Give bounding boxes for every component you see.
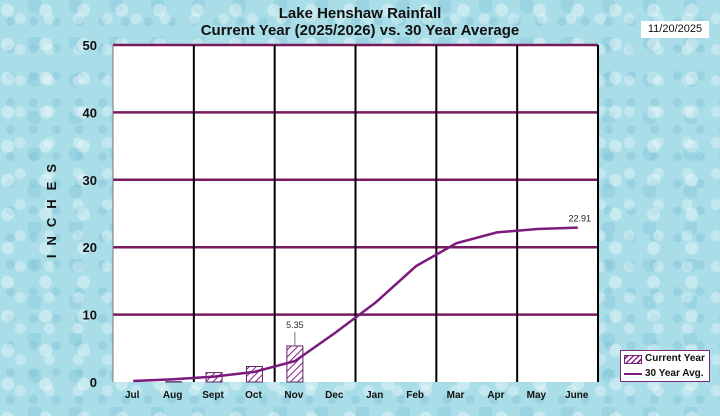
bar [245, 365, 263, 383]
x-tick-label: Oct [245, 390, 262, 401]
y-tick-label: 50 [83, 38, 97, 53]
legend-label: Current Year [645, 353, 705, 364]
x-tick-label: Sept [202, 390, 224, 401]
legend: Current Year 30 Year Avg. [620, 350, 710, 382]
vertical-dividers [192, 45, 519, 382]
x-tick-label: Dec [325, 390, 344, 401]
y-tick-label: 40 [83, 105, 97, 120]
date-badge: 11/20/2025 [641, 21, 709, 38]
legend-label: 30 Year Avg. [645, 368, 704, 379]
y-tick-label: 0 [90, 375, 97, 390]
line-end-value-label: 22.91 [569, 214, 592, 224]
line-swatch-icon [624, 373, 642, 375]
legend-item-avg: 30 Year Avg. [621, 366, 709, 381]
x-tick-label: Jul [125, 390, 140, 401]
avg-line [133, 226, 578, 383]
bar [286, 345, 304, 383]
x-tick-label: May [527, 390, 547, 401]
y-axis-ticks: 0 10 20 30 40 50 [83, 38, 97, 390]
chart-subtitle: Current Year (2025/2026) vs. 30 Year Ave… [200, 22, 520, 39]
x-tick-label: Mar [447, 390, 465, 401]
annotations: 5.35 22.91 [286, 214, 591, 346]
x-tick-label: June [565, 390, 589, 401]
y-tick-label: 10 [83, 308, 97, 323]
chart-title: Lake Henshaw Rainfall [278, 5, 442, 22]
x-tick-label: Aug [163, 390, 182, 401]
y-tick-label: 30 [83, 173, 97, 188]
x-tick-label: Feb [406, 390, 424, 401]
y-tick-label: 20 [83, 240, 97, 255]
x-axis-ticks: Jul Aug Sept Oct Nov Dec Jan Feb Mar Apr May June [125, 390, 589, 401]
legend-item-current-year: Current Year [621, 351, 709, 366]
x-tick-label: Jan [366, 390, 383, 401]
hatch-swatch-icon [624, 355, 642, 364]
bar-value-label: 5.35 [286, 320, 304, 330]
x-tick-label: Nov [284, 390, 303, 401]
x-tick-label: Apr [487, 390, 504, 401]
